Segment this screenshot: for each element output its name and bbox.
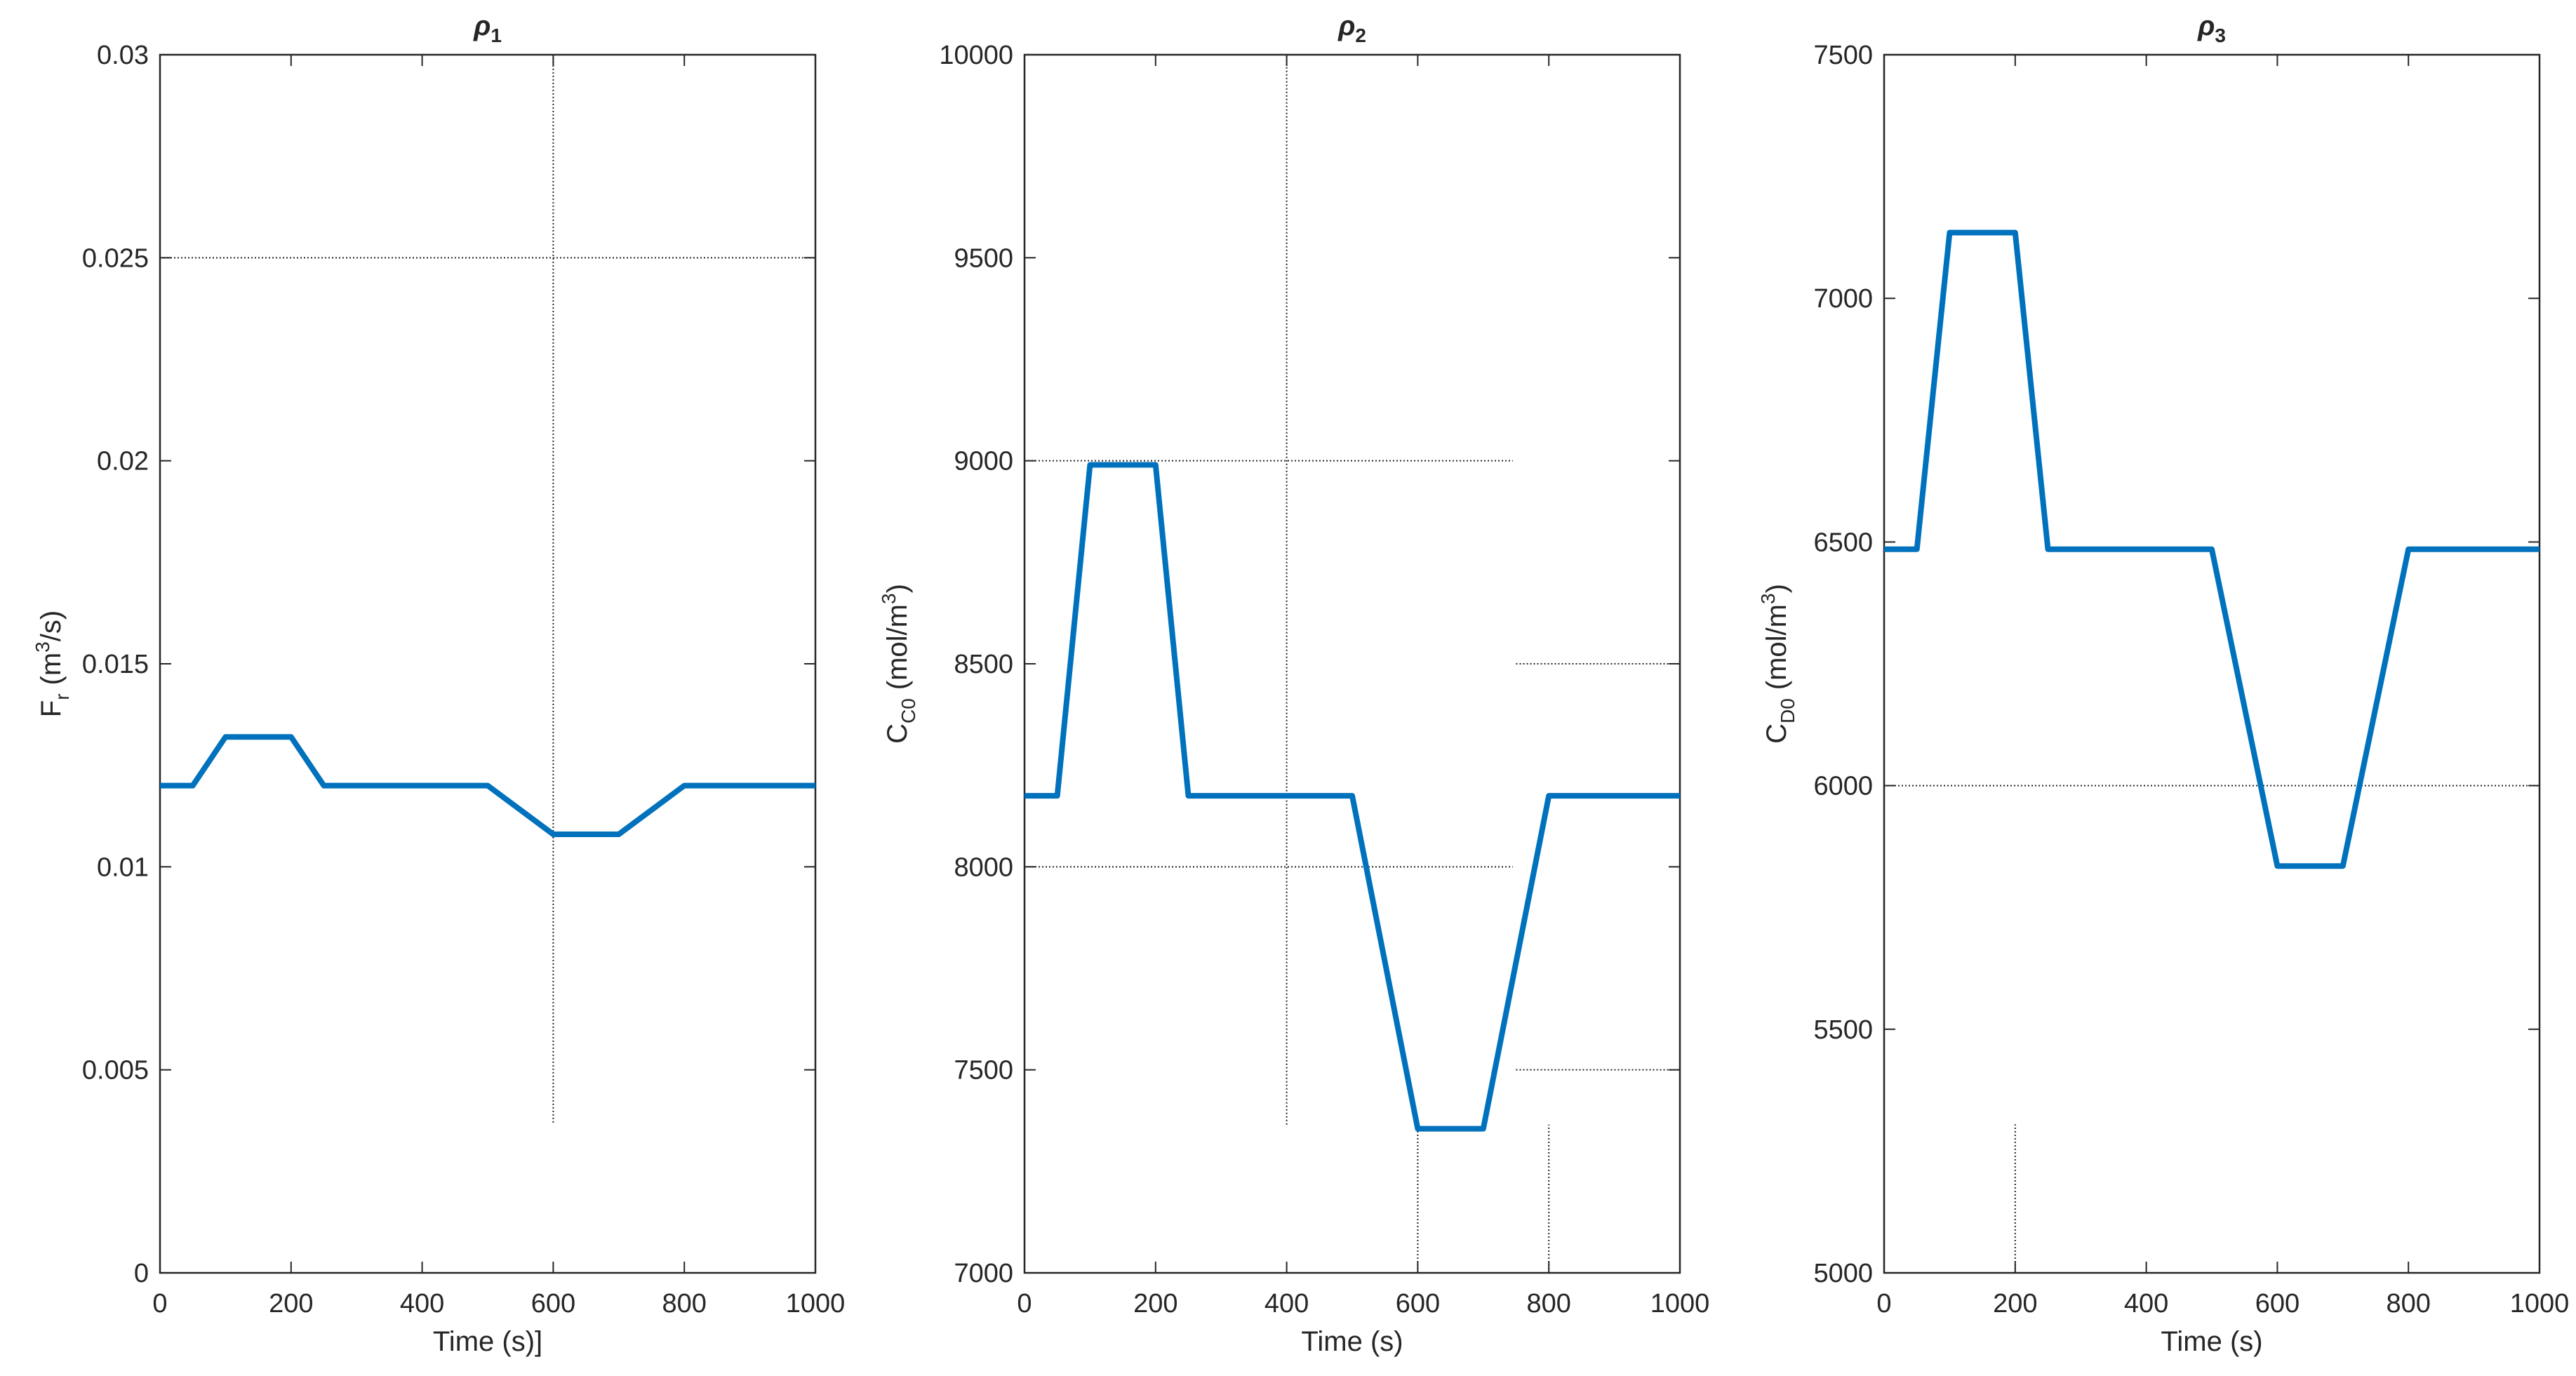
y-tick-label: 5500: [1813, 1015, 1873, 1045]
title-subscript: 3: [2215, 25, 2226, 46]
x-tick-label: 200: [1993, 1289, 2037, 1318]
series-line: [1884, 229, 2540, 869]
axes-frame: [1883, 53, 2541, 1274]
y-tick-label: 8500: [954, 650, 1013, 679]
y-tick-label: 9000: [954, 447, 1013, 476]
y-tick-label: 0.01: [97, 853, 149, 882]
panel-title: ρ3: [2197, 11, 2226, 46]
y-axis-label: Fr (m3/s): [32, 610, 73, 717]
x-tick-label: 1000: [786, 1289, 846, 1318]
y-tick-label: 7500: [954, 1056, 1013, 1086]
subplot-rho-2: 0 200 400 600 800 1000 7000 7500 8000 8500 9000 950…: [878, 11, 1709, 1357]
y-label-main: C: [882, 723, 913, 744]
tick-layer: 0 200 400 600 800 1000 7000 7500 8000 8500 9000 950…: [939, 41, 1709, 1318]
y-label-sup: 3: [32, 641, 53, 653]
y-tick-label: 0.02: [97, 447, 149, 476]
y-label-main: C: [1761, 723, 1792, 744]
x-tick-label: 0: [1017, 1289, 1032, 1318]
y-label-unit: (m: [36, 653, 67, 686]
title-symbol: ρ: [473, 11, 490, 41]
y-tick-label: 5000: [1813, 1259, 1873, 1288]
y-tick-label: 0.015: [82, 650, 149, 679]
y-tick-label: 9500: [954, 243, 1013, 273]
x-axis-label: Time (s): [2161, 1326, 2262, 1357]
title-symbol: ρ: [1337, 11, 1355, 41]
grid-layer: [160, 55, 815, 1123]
title-symbol: ρ: [2197, 11, 2215, 41]
x-tick-label: 0: [152, 1289, 167, 1318]
y-tick-label: 10000: [939, 41, 1013, 70]
subplot-rho-1: 0 200 400 600 800 1000 0 0.005 0.01 0.015 0.02 0.02…: [32, 11, 845, 1357]
series-line: [160, 734, 815, 837]
x-tick-label: 1000: [2510, 1289, 2570, 1318]
y-label-unit: (mol/m: [882, 604, 913, 690]
y-label-unit-end: /s): [36, 610, 67, 641]
x-tick-label: 400: [400, 1289, 444, 1318]
y-label-sup: 3: [1757, 593, 1779, 604]
x-tick-label: 0: [1876, 1289, 1891, 1318]
x-tick-label: 800: [1526, 1289, 1570, 1318]
y-tick-label: 7000: [1813, 284, 1873, 314]
x-tick-label: 400: [2124, 1289, 2168, 1318]
subplot-rho-3: 0 200 400 600 800 1000 5000 5500 6000 6500 7000 750…: [1757, 11, 2569, 1357]
y-axis-label: CD0 (mol/m3): [1757, 584, 1798, 744]
y-label-main: F: [36, 700, 67, 717]
y-tick-label: 7500: [1813, 41, 1873, 70]
panel-title: ρ1: [473, 11, 502, 46]
series-line: [1025, 462, 1680, 1132]
tick-layer: 0 200 400 600 800 1000 5000 5500 6000 6500 7000 750…: [1813, 41, 2569, 1318]
y-tick-label: 6500: [1813, 528, 1873, 557]
y-label-unit-end: ): [1761, 584, 1792, 593]
grid-layer: [1025, 55, 1680, 1273]
y-tick-label: 7000: [954, 1259, 1013, 1288]
y-tick-label: 6000: [1813, 772, 1873, 801]
y-axis-label: CC0 (mol/m3): [878, 584, 919, 744]
grid-layer: [1884, 784, 2540, 1273]
x-tick-label: 200: [269, 1289, 313, 1318]
y-tick-label: 0.03: [97, 41, 149, 70]
y-label-sup: 3: [878, 593, 900, 604]
title-subscript: 1: [490, 25, 502, 46]
x-axis-label: Time (s): [1301, 1326, 1403, 1357]
x-tick-label: 800: [662, 1289, 706, 1318]
y-label-sub: r: [51, 693, 73, 700]
title-subscript: 2: [1355, 25, 1366, 46]
y-label-sub: D0: [1777, 698, 1798, 723]
x-tick-label: 600: [2255, 1289, 2300, 1318]
x-tick-label: 200: [1133, 1289, 1177, 1318]
y-label-sub: C0: [897, 698, 919, 723]
x-tick-label: 600: [531, 1289, 575, 1318]
y-label-unit: (mol/m: [1761, 604, 1792, 690]
panel-title: ρ2: [1337, 11, 1366, 46]
x-tick-label: 800: [2386, 1289, 2430, 1318]
x-tick-label: 1000: [1650, 1289, 1710, 1318]
y-tick-label: 0.025: [82, 243, 149, 273]
x-tick-label: 600: [1396, 1289, 1440, 1318]
tick-layer: 0 200 400 600 800 1000 0 0.005 0.01 0.015 0.02 0.02…: [82, 41, 845, 1318]
y-tick-label: 8000: [954, 853, 1013, 882]
x-tick-label: 400: [1264, 1289, 1309, 1318]
y-label-unit-end: ): [882, 584, 913, 593]
x-axis-label: Time (s)]: [433, 1326, 542, 1357]
y-tick-label: 0.005: [82, 1056, 149, 1086]
y-tick-label: 0: [134, 1259, 149, 1288]
